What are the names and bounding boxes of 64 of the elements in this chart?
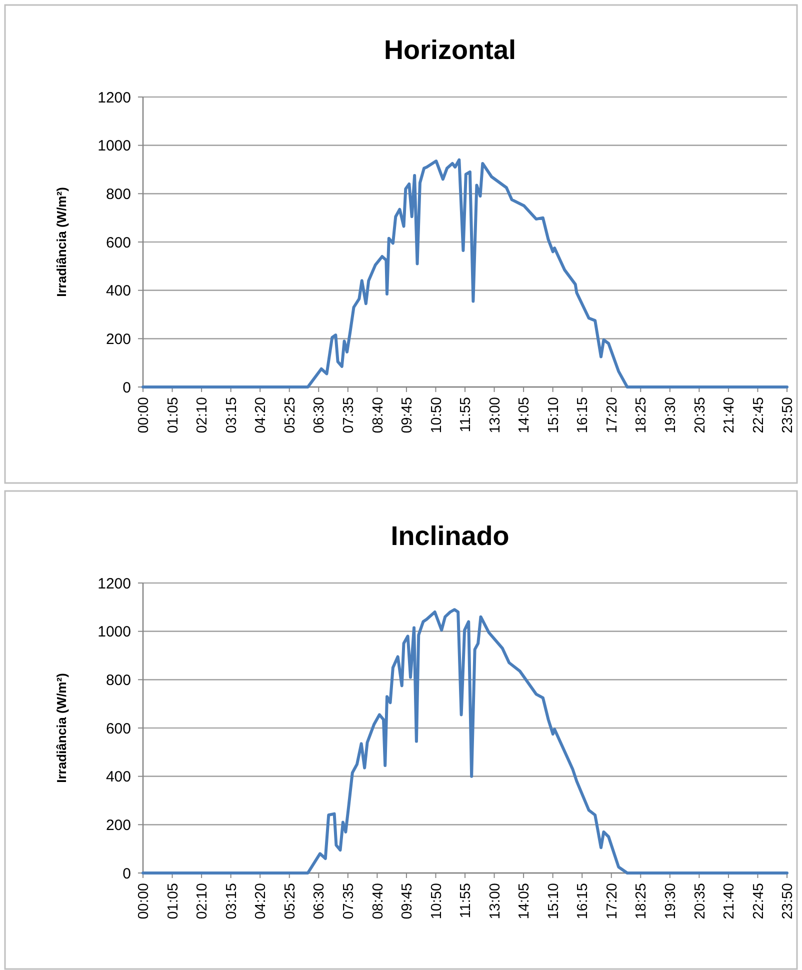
x-tick-label: 02:10 [194,883,211,920]
x-tick-label: 15:10 [546,883,562,920]
x-tick-label: 10:50 [428,883,445,920]
x-tick-label: 07:35 [340,883,357,920]
y-tick-label: 800 [106,672,131,689]
y-tick-label: 1200 [98,89,131,106]
y-tick-label: 600 [106,720,131,738]
x-tick-label: 16:15 [575,397,592,434]
chart-title: Horizontal [384,35,516,65]
x-tick-label: 10:50 [428,397,445,434]
x-tick-label: 00:00 [136,883,152,920]
x-tick-label: 18:25 [634,397,650,434]
x-tick-label: 03:15 [224,883,240,920]
x-tick-label: 11:55 [458,883,474,918]
x-tick-label: 17:20 [604,397,620,434]
x-tick-label: 04:20 [253,883,270,920]
y-tick-label: 800 [106,186,131,203]
y-tick-label: 0 [122,379,131,396]
x-tick-label: 13:00 [487,883,504,920]
x-tick-label: 08:40 [370,397,386,434]
x-tick-label: 21:40 [722,883,738,920]
chart-title: Inclinado [390,521,510,551]
x-tick-label: 18:25 [634,883,650,920]
x-tick-label: 23:50 [780,883,796,920]
y-tick-label: 400 [106,768,131,786]
x-tick-label: 08:40 [370,883,386,920]
x-tick-label: 00:00 [136,397,152,434]
x-tick-label: 22:45 [750,883,767,920]
x-tick-label: 01:05 [165,883,182,920]
y-tick-label: 0 [122,865,131,882]
x-tick-label: 01:05 [165,397,182,434]
x-tick-label: 21:40 [722,397,738,434]
x-tick-label: 06:30 [312,397,328,434]
y-tick-label: 400 [106,282,131,300]
x-tick-label: 19:30 [662,883,679,920]
x-tick-label: 14:05 [516,397,533,434]
x-tick-label: 14:05 [516,883,533,920]
x-tick-label: 15:10 [546,397,562,434]
y-tick-label: 1000 [98,624,131,641]
x-tick-label: 04:20 [253,397,270,434]
y-tick-label: 200 [106,816,131,834]
x-tick-label: 11:55 [458,397,474,432]
x-tick-label: 05:25 [282,397,298,434]
y-axis-title: Irradiância (W/m²) [54,187,69,297]
x-tick-label: 16:15 [575,883,592,920]
x-tick-label: 07:35 [340,397,357,434]
x-tick-label: 23:50 [780,397,796,434]
x-tick-label: 09:45 [400,397,416,434]
y-axis-title: Irradiância (W/m²) [54,673,69,783]
y-tick-label: 1000 [98,138,131,155]
y-tick-label: 1200 [98,575,131,592]
x-tick-label: 17:20 [604,883,620,920]
x-tick-label: 06:30 [312,883,328,920]
x-tick-label: 13:00 [487,397,504,434]
x-tick-label: 02:10 [194,397,211,434]
x-tick-label: 22:45 [750,397,767,434]
y-tick-label: 200 [106,330,131,348]
x-tick-label: 09:45 [400,883,416,920]
x-tick-label: 05:25 [282,883,298,920]
x-tick-label: 20:35 [692,883,708,920]
x-tick-label: 20:35 [692,397,708,434]
x-tick-label: 03:15 [224,397,240,434]
y-tick-label: 600 [106,234,131,252]
x-tick-label: 19:30 [662,397,679,434]
